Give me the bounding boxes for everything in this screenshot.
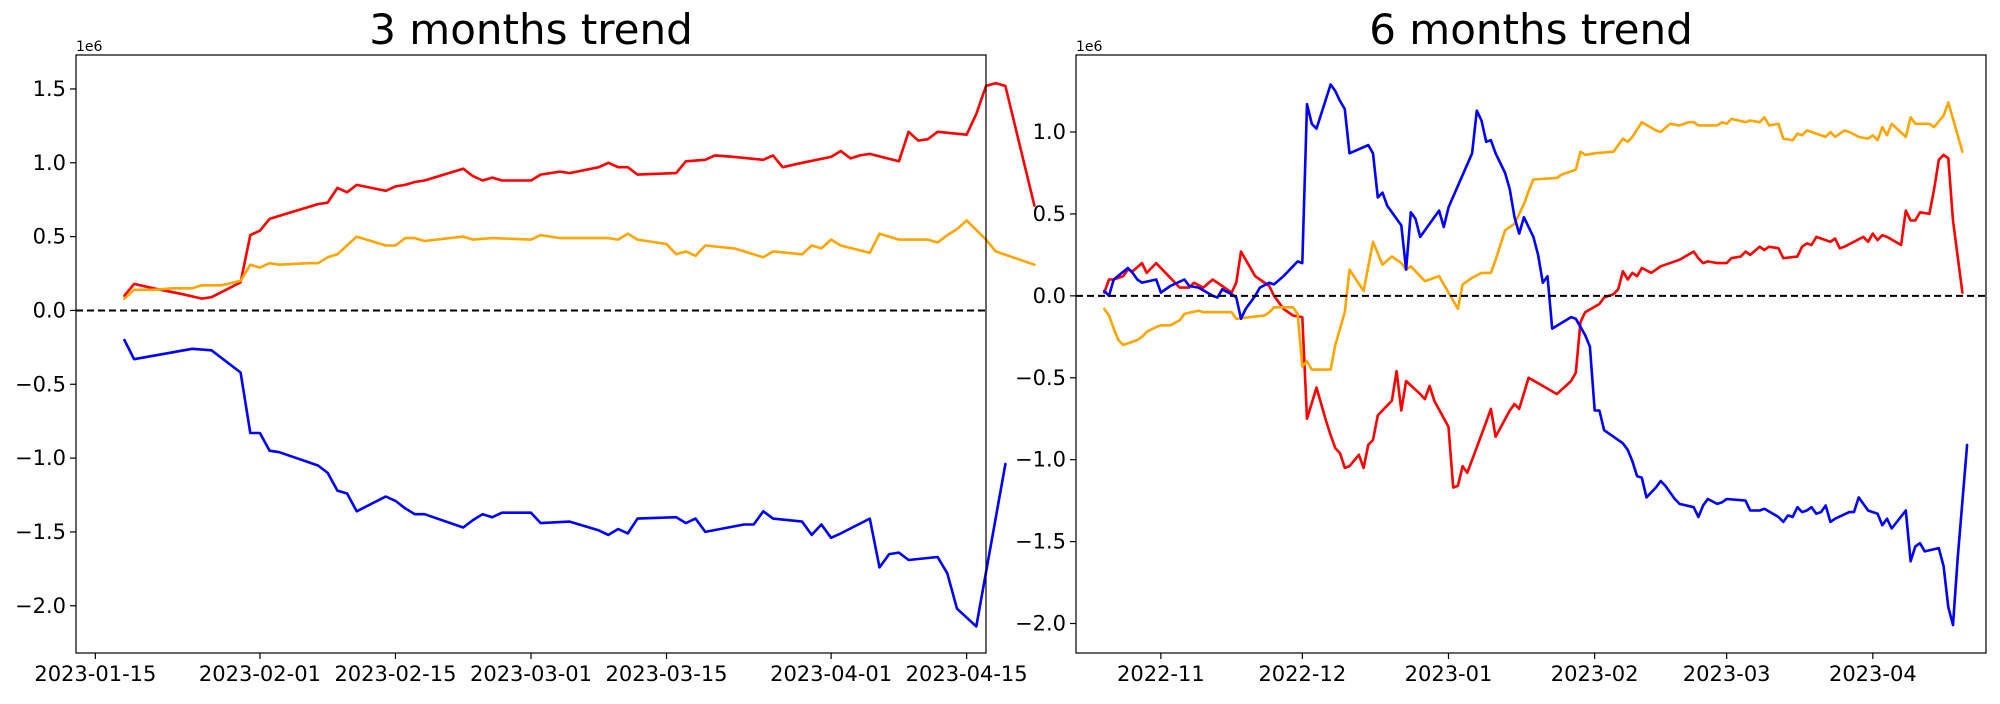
y-tick-label: −0.5 [15, 372, 66, 396]
series-line-3 [1103, 83, 1969, 627]
y-tick-label: −1.5 [1015, 530, 1066, 554]
x-tick-label: 2023-03 [1683, 662, 1771, 686]
plot-frame [75, 54, 987, 654]
series-line-3 [123, 338, 1007, 628]
x-tick-label: 2023-04 [1829, 662, 1917, 686]
x-tick-label: 2023-01-15 [34, 662, 156, 686]
chart-title: 6 months trend [1369, 5, 1693, 54]
series-line-1 [123, 81, 1036, 300]
y-tick-label: −0.5 [1015, 366, 1066, 390]
x-tick-label: 2023-04-01 [770, 662, 892, 686]
x-tick-label: 2023-03-01 [470, 662, 592, 686]
y-tick-label: 1.5 [33, 77, 66, 101]
y-tick-label: −1.5 [15, 520, 66, 544]
chart-6-months-trend: 6 months trend 1e6 −2.0 −1.5 −1.0 −0.5 0.0 0.… [1015, 5, 1987, 686]
y-tick-label: 0.0 [33, 298, 66, 322]
y-tick-label: 0.5 [1033, 202, 1066, 226]
y-offset-label: 1e6 [76, 39, 103, 55]
y-tick-label: −1.0 [1015, 448, 1066, 472]
y-tick-label: −2.0 [15, 594, 66, 618]
chart-title: 3 months trend [369, 5, 693, 54]
x-tick-label: 2022-11 [1117, 662, 1205, 686]
x-tick-label: 2023-02-15 [334, 662, 456, 686]
chart-3-months-trend: 3 months trend 1e6 −2.0 −1.5 −1.0 −0.5 0.0 0.… [15, 5, 1036, 686]
y-tick-label: 1.0 [33, 151, 66, 175]
y-tick-label: 0.5 [33, 225, 66, 249]
x-tick-label: 2022-12 [1258, 662, 1346, 686]
y-tick-label: −2.0 [1015, 612, 1066, 636]
series-line-1 [1103, 153, 1964, 489]
x-tick-label: 2023-03-15 [606, 662, 728, 686]
x-tick-label: 2023-01 [1405, 662, 1493, 686]
y-tick-label: 0.0 [1033, 284, 1066, 308]
x-tick-label: 2023-02-01 [199, 662, 321, 686]
series-line-2 [123, 219, 1036, 300]
x-tick-label: 2023-04-15 [906, 662, 1028, 686]
y-offset-label: 1e6 [1076, 39, 1103, 55]
y-tick-label: 1.0 [1033, 120, 1066, 144]
x-tick-label: 2023-02 [1551, 662, 1639, 686]
series-line-2 [1103, 101, 1964, 371]
plot-frame [1075, 54, 1987, 654]
y-tick-label: −1.0 [15, 446, 66, 470]
